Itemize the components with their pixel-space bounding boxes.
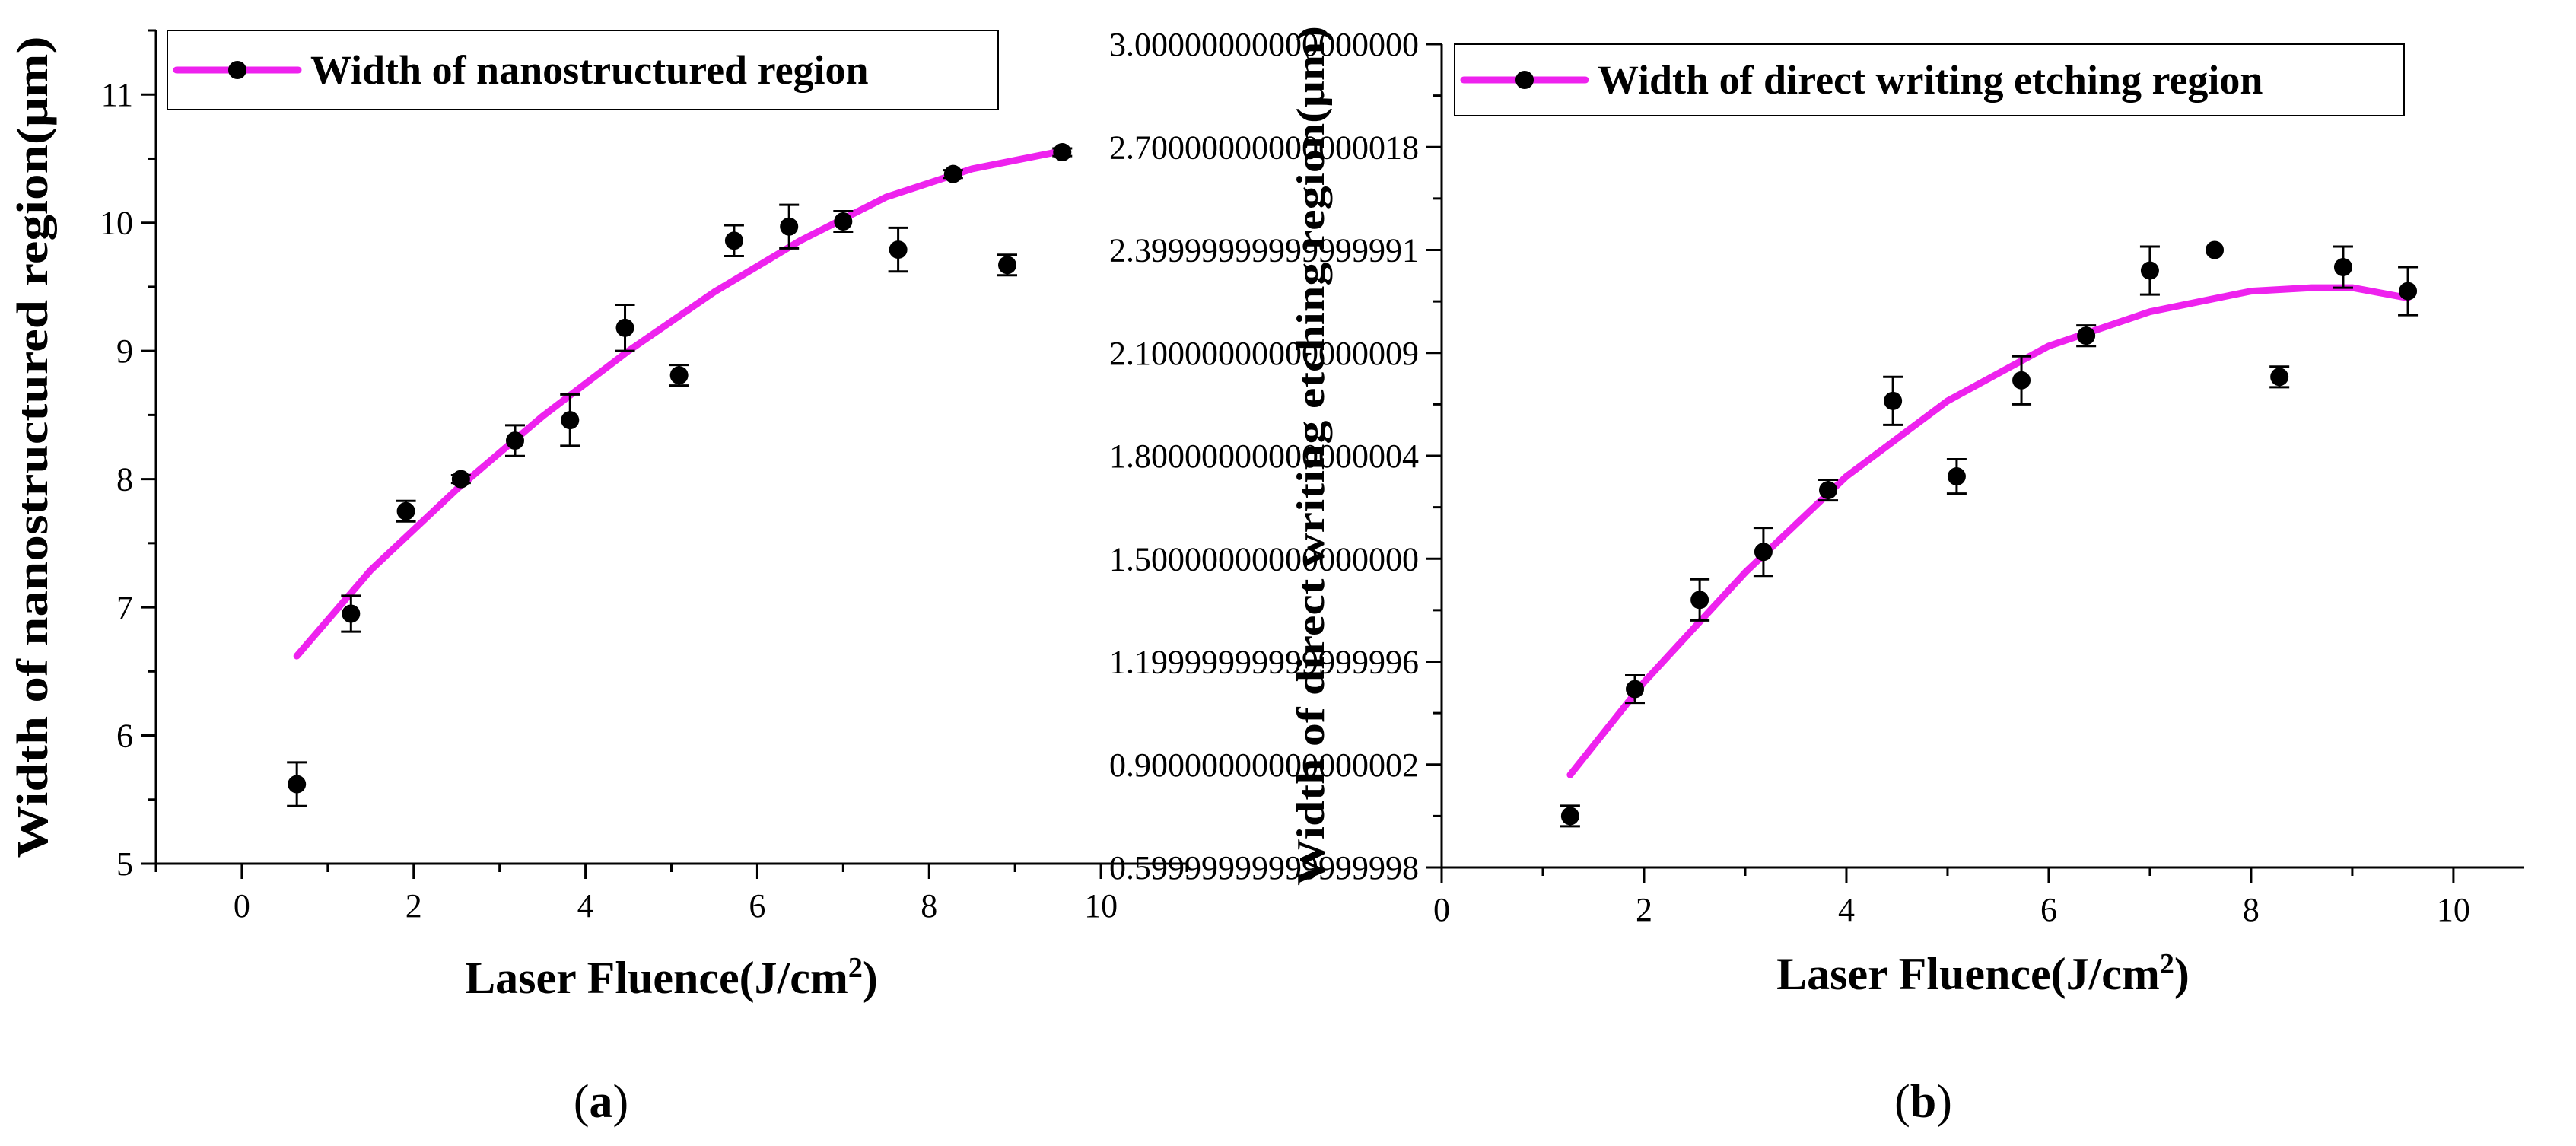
legend-box [167,30,999,110]
x-tick-label: 0 [1433,891,1450,928]
y-tick-label: 5 [116,845,133,883]
x-tick-label: 2 [405,887,422,925]
chart-panel-b: 0 2 4 6 8 10 0.59999999999999998 0.900000000000… [1109,26,2524,1128]
data-point [2399,282,2418,301]
data-point [451,470,470,489]
fit-curve [1566,284,2412,778]
y-tick-label: 3.00000000000000000 [1109,26,1419,63]
x-tick-label: 4 [1838,891,1855,928]
y-tick-label: 6 [116,718,133,755]
data-point [2012,371,2031,390]
data-point [505,431,524,450]
legend-label: Width of direct writing etching region [1598,57,2263,103]
y-tick-label: 10 [100,205,133,242]
y-tick-label: 9 [116,333,133,370]
data-point [834,212,853,231]
y-axis-label: Width of direct writing etching region(μ… [1290,26,1333,886]
data-point [1754,543,1773,562]
data-point [669,366,689,385]
y-tick-label: 8 [116,461,133,498]
legend-label: Width of nanostructured region [310,47,869,93]
x-tick-label: 10 [1084,887,1118,925]
data-point [1690,591,1709,610]
y-tick-label: 0.59999999999999998 [1109,849,1419,887]
legend-marker [1515,71,1534,89]
x-tick-label: 2 [1636,891,1652,928]
data-point [1819,481,1838,500]
data-point [1947,467,1966,486]
data-point [724,231,743,250]
x-tick-label: 6 [749,887,765,925]
y-tick-label: 1.19999999999999996 [1109,644,1419,681]
y-tick-label: 2.70000000000000018 [1109,129,1419,166]
y-tick-label: 0.90000000000000002 [1109,746,1419,784]
legend: Width of nanostructured region [167,30,999,110]
data-point [396,501,415,520]
y-tick-label: 2.10000000000000009 [1109,335,1419,372]
data-point [615,318,634,337]
y-tick-label: 2.39999999999999991 [1109,232,1419,269]
data-point [2270,368,2289,387]
data-point [561,411,580,430]
panel-caption: (a) [574,1076,628,1128]
panel-caption: (b) [1894,1076,1952,1128]
fit-curve [293,147,1066,660]
x-tick-label: 10 [2437,891,2470,928]
data-point [2077,326,2096,345]
y-tick-label: 7 [116,589,133,626]
x-tick-label: 0 [234,887,250,925]
y-tick-label: 1.80000000000000004 [1109,438,1419,475]
data-point [943,164,962,183]
data-point [1626,680,1645,699]
x-axis-label: Laser Fluence(J/cm2) [465,952,878,1003]
x-tick-label: 8 [921,887,937,925]
legend-marker [228,61,246,79]
legend: Width of direct writing etching region [1454,43,2405,116]
x-tick-label: 8 [2243,891,2260,928]
legend-box [1454,43,2405,116]
data-point [1053,143,1072,162]
x-tick-label: 4 [577,887,594,925]
data-point [2206,240,2225,259]
y-tick-label: 1.50000000000000000 [1109,540,1419,578]
y-axis-label: Width of nanostructured region(μm) [8,37,57,858]
data-point [342,604,361,623]
chart-panel-a: 0 2 4 6 8 10 5 6 7 8 9 10 11 Laser Fluence(J/cm2) Widt… [8,29,1188,1128]
data-point [998,256,1017,275]
data-point [780,217,799,236]
data-point [2140,261,2159,280]
x-axis-label: Laser Fluence(J/cm2) [1776,948,2190,999]
data-point [2333,258,2352,277]
x-tick-label: 6 [2040,891,2057,928]
data-point [288,775,307,794]
data-point [889,240,908,259]
y-tick-label: 11 [101,76,133,113]
data-point [1560,807,1579,826]
data-point [1884,391,1903,410]
